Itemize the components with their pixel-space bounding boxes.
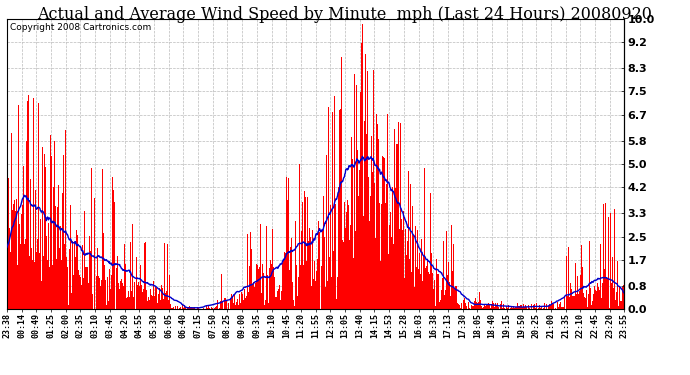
Text: Actual and Average Wind Speed by Minute  mph (Last 24 Hours) 20080920: Actual and Average Wind Speed by Minute … xyxy=(37,6,653,22)
Text: Copyright 2008 Cartronics.com: Copyright 2008 Cartronics.com xyxy=(10,23,151,32)
